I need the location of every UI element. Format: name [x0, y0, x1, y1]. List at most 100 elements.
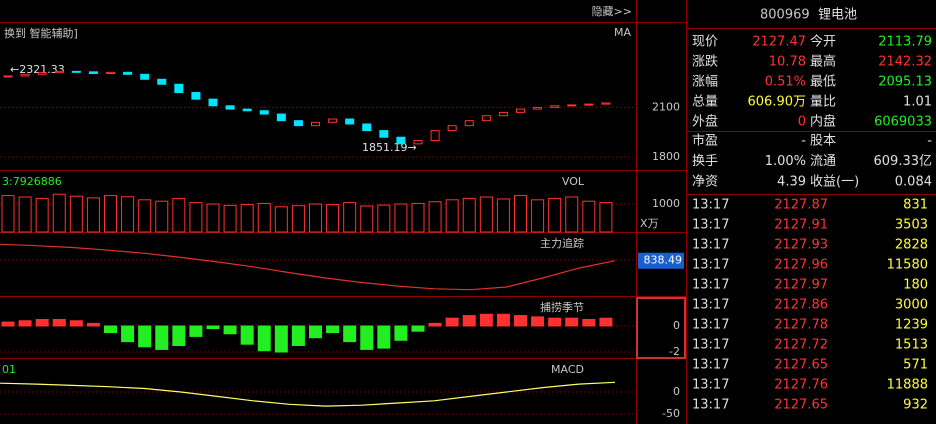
quote-label: 今开	[810, 34, 836, 50]
candle	[225, 105, 235, 110]
candle	[430, 130, 440, 142]
bar	[479, 196, 493, 233]
bar	[35, 197, 49, 233]
y-tick-label: 1800	[652, 150, 680, 163]
candle	[174, 83, 184, 94]
trade-price: 2127.72	[774, 338, 828, 353]
panel-title: 主力追踪	[540, 236, 584, 250]
trade-time: 13:17	[692, 378, 729, 393]
quote-label: 现价	[692, 35, 718, 50]
candle	[71, 70, 81, 73]
trade-volume: 2828	[895, 238, 928, 253]
trade-price: 2127.78	[774, 318, 828, 333]
bar	[360, 205, 374, 233]
quote-label: 收益(一)	[810, 175, 859, 190]
candle	[464, 120, 474, 127]
bar	[394, 203, 408, 233]
quote-label: 内盘	[810, 114, 836, 130]
candle	[379, 130, 389, 138]
bar	[291, 325, 305, 347]
candle	[208, 98, 218, 107]
bar	[479, 313, 493, 327]
candle	[20, 73, 30, 77]
quote-label: 流通	[810, 154, 836, 169]
candle	[481, 115, 491, 122]
quote-value: 2095.13	[878, 75, 932, 90]
trade-volume: 831	[903, 198, 928, 213]
bar	[377, 325, 391, 349]
trade-volume: 1513	[895, 338, 928, 353]
quote-label: 换手	[692, 154, 718, 169]
quote-value: -	[801, 134, 806, 149]
bar	[291, 205, 305, 233]
line	[0, 381, 616, 407]
quote-label: 涨跌	[692, 54, 718, 70]
candle	[191, 92, 201, 100]
bar	[86, 197, 100, 233]
bar	[189, 325, 203, 337]
panel-subtitle: 01	[2, 363, 16, 376]
bar	[172, 197, 186, 233]
y-tick-label: 1000	[652, 197, 680, 210]
quote-value: 606.90万	[748, 95, 807, 110]
bar	[1, 321, 15, 327]
bar	[52, 193, 66, 233]
bar	[223, 325, 237, 335]
candle	[413, 140, 423, 145]
bar	[582, 200, 596, 233]
candle	[242, 108, 252, 112]
bar	[565, 317, 579, 327]
bar	[69, 320, 83, 327]
axis-unit: X万	[640, 217, 659, 230]
y-tick-label: 2100	[652, 100, 680, 113]
y-tick-label: 0	[673, 385, 680, 398]
bar	[138, 325, 152, 348]
bar	[240, 325, 254, 345]
quote-value: 2113.79	[878, 35, 932, 50]
quote-value: 0.084	[895, 175, 932, 190]
bar	[206, 325, 220, 330]
quote-value: 0	[798, 115, 806, 130]
candle	[584, 103, 594, 106]
quote-label: 外盘	[692, 114, 718, 130]
trade-price: 2127.65	[774, 358, 828, 373]
trade-time: 13:17	[692, 338, 729, 353]
trade-volume: 571	[903, 358, 928, 373]
trade-volume: 932	[903, 398, 928, 413]
trade-volume: 11580	[887, 258, 928, 273]
bar	[394, 325, 408, 341]
trade-price: 2127.93	[774, 238, 828, 253]
panel-title: MA	[614, 26, 631, 39]
trade-price: 2127.96	[774, 258, 828, 273]
quote-label: 市盈	[692, 133, 718, 149]
low-annotation: 1851.19→	[362, 141, 417, 154]
candle	[601, 102, 611, 105]
hide-button[interactable]: 隐藏>>	[592, 5, 632, 18]
candle	[123, 71, 133, 75]
bar	[155, 325, 169, 350]
candle	[516, 108, 525, 113]
bar	[531, 199, 545, 233]
panel-subtitle: 3:7926886	[2, 175, 62, 188]
candle	[567, 104, 577, 107]
bar	[121, 325, 135, 343]
bar	[69, 195, 83, 233]
bar	[138, 199, 152, 233]
trade-time: 13:17	[692, 218, 729, 233]
trade-price: 2127.76	[774, 378, 828, 393]
quote-value: -	[927, 134, 932, 149]
candle	[140, 73, 150, 80]
bar	[274, 325, 288, 353]
trade-time: 13:17	[692, 358, 729, 373]
quote-value: 0.51%	[765, 75, 806, 90]
candle	[54, 70, 64, 74]
quote-value: 4.39	[777, 175, 806, 190]
bar	[377, 204, 391, 233]
bar	[309, 203, 322, 233]
trade-price: 2127.87	[774, 198, 828, 213]
bar	[428, 322, 442, 327]
bar	[462, 315, 476, 327]
candle	[106, 71, 115, 74]
quote-label: 最低	[810, 75, 836, 90]
